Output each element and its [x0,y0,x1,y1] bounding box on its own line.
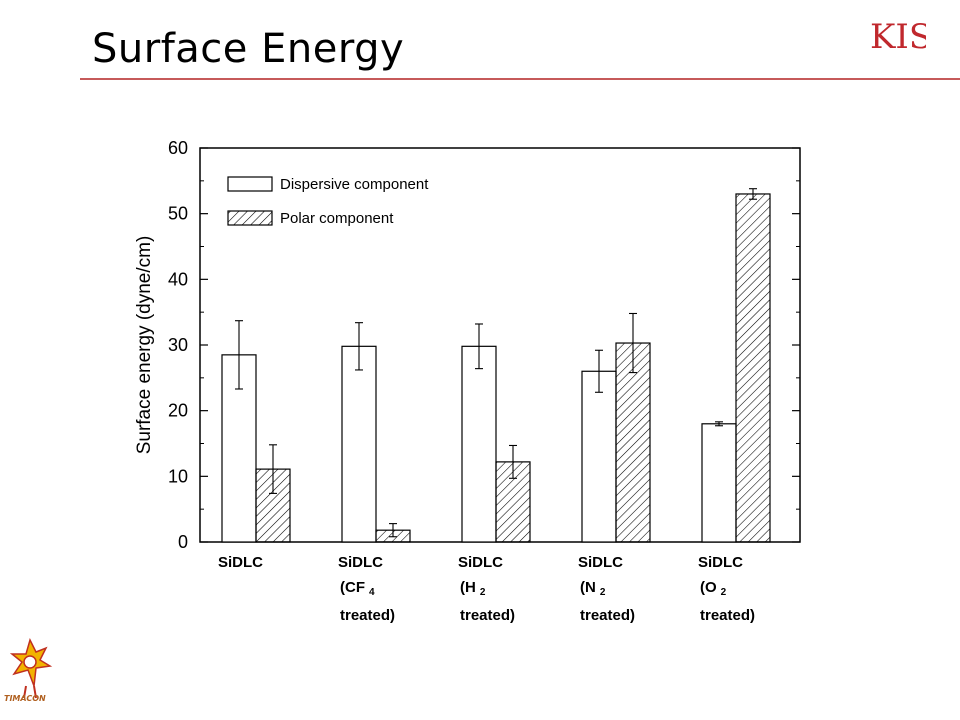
dispersive-bar [701,423,737,543]
category-label-line2: (O 2 [700,579,727,598]
legend-swatch [227,210,273,226]
y-axis-title: Surface energy (dyne/cm) [134,236,155,455]
y-tick-label: 20 [168,401,188,421]
title-divider [80,78,960,80]
slide-title: Surface Energy [92,26,405,72]
category-label-line3: treated) [580,607,635,624]
legend-swatch [227,176,273,192]
category-label-line3: treated) [700,607,755,624]
category-label: SiDLC [458,554,503,571]
category-label: SiDLC [338,554,383,571]
category-label-line3: treated) [340,607,395,624]
polar-bar [735,193,771,543]
category-label-line2: (N 2 [580,579,606,598]
category-label: SiDLC [698,554,743,571]
y-tick-label: 10 [168,466,188,486]
legend-label: Dispersive component [280,176,429,193]
category-label: SiDLC [218,554,263,571]
dispersive-bar [461,345,497,543]
y-tick-label: 0 [178,532,188,552]
y-tick-label: 40 [168,269,188,289]
category-label: SiDLC [578,554,623,571]
category-label-line2: (H 2 [460,579,486,598]
mascot-caption: TIMACON [4,694,46,703]
y-tick-label: 30 [168,335,188,355]
dispersive-bar [581,370,617,543]
y-tick-label: 50 [168,204,188,224]
dispersive-bar [341,345,377,543]
y-tick-label: 60 [168,138,188,158]
polar-bar [615,342,651,543]
category-label-line3: treated) [460,607,515,624]
legend-label: Polar component [280,210,394,227]
mascot-icon [6,634,54,706]
category-label-line2: (CF 4 [340,579,375,598]
